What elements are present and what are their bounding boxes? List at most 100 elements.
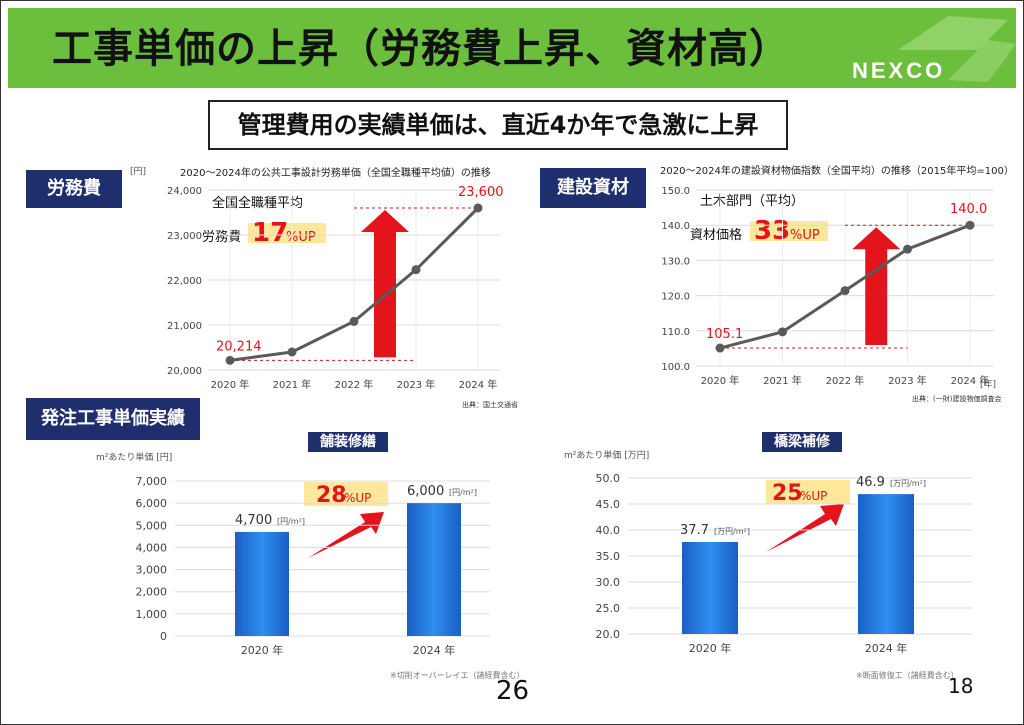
data-point xyxy=(965,220,975,230)
x-tick-label: 2020 年 xyxy=(689,641,732,655)
data-point xyxy=(287,347,297,357)
x-tick-label: 2023 年 xyxy=(888,374,927,387)
page-title: 工事単価の上昇（労務費上昇、資材高） xyxy=(52,26,790,72)
material-line-chart: 土木部門（平均） 資材価格 33 %UP [年] 100.0 110.0 120.0… xyxy=(661,186,996,390)
header-bar xyxy=(8,8,1016,88)
x-tick-label: 2022 年 xyxy=(335,378,374,391)
material-callout-prefix: 資材価格 xyxy=(690,227,742,243)
paving-ylabel: m²あたり単価 [円] xyxy=(96,451,172,463)
bar-value-label: 46.9 xyxy=(856,475,885,490)
page-number-left: 26 xyxy=(496,676,530,706)
bridge-callout-number: 25 xyxy=(772,481,803,506)
paving-label: 舗装修繕 xyxy=(308,432,388,452)
labor-badge: 労務費 xyxy=(26,170,122,208)
page-number-right: 18 xyxy=(948,674,974,698)
labor-source: 出典：国土交通省 xyxy=(462,401,518,409)
y-tick-label: 30.0 xyxy=(596,576,621,589)
bridge-callout-highlight xyxy=(766,480,850,504)
start-value-label: 105.1 xyxy=(706,327,743,342)
x-tick-label: 2020 年 xyxy=(241,643,284,657)
data-point xyxy=(715,343,725,353)
bar xyxy=(235,531,289,636)
end-value-label: 140.0 xyxy=(950,202,987,217)
x-tick-label: 2023 年 xyxy=(397,378,436,391)
bar-value-label: 37.7 xyxy=(680,523,709,538)
end-value-label: 23,600 xyxy=(458,185,504,200)
labor-line-chart: 全国全職種平均 労務費 17 %UP 20,000 21,000 22,000 23,… xyxy=(167,185,504,391)
x-tick-label: 2022 年 xyxy=(826,374,865,387)
increase-arrow xyxy=(852,227,901,346)
y-tick-label: 110.0 xyxy=(661,327,690,338)
bridge-label: 橋梁補修 xyxy=(762,432,842,452)
y-tick-label: 45.0 xyxy=(596,498,621,511)
x-tick-label: 2024 年 xyxy=(951,374,990,387)
y-tick-label: 130.0 xyxy=(661,256,690,267)
paving-footnote: ※切削オーバーレイエ（諸経費含む） xyxy=(390,671,525,680)
x-tick-label: 2024 年 xyxy=(413,643,456,657)
y-tick-label: 1,000 xyxy=(136,608,168,621)
nexco-logo: NEXCO xyxy=(852,58,946,83)
material-callout-line1: 土木部門（平均） xyxy=(700,194,804,209)
y-tick-label: 23,000 xyxy=(167,231,202,242)
material-source: 出典：(一財)建設物価調査会 xyxy=(912,395,1002,403)
material-badge: 建設資材 xyxy=(540,168,646,208)
bridge-growth-arrow xyxy=(766,504,844,552)
bar-unit-label: [円/m²] xyxy=(449,488,477,497)
y-tick-label: 20.0 xyxy=(596,628,621,641)
start-value-label: 20,214 xyxy=(216,339,262,354)
labor-unit: [円] xyxy=(130,167,147,177)
bar-unit-label: [万円/m²] xyxy=(890,479,926,488)
x-tick-label: 2021 年 xyxy=(273,378,312,391)
material-callout-suffix: %UP xyxy=(790,228,820,243)
material-chart-title: 2020～2024年の建設資材物価指数（全国平均）の推移（2015年平均=100… xyxy=(660,166,1014,177)
y-tick-label: 40.0 xyxy=(596,524,621,537)
data-point xyxy=(778,327,787,337)
bridge-callout-suffix: %UP xyxy=(800,489,827,503)
y-tick-label: 0 xyxy=(160,630,167,643)
data-point xyxy=(349,316,359,326)
bridge-footnote: ※断面修復工（諸経費含む） xyxy=(856,671,959,680)
data-point xyxy=(225,355,235,365)
bar-value-label: 6,000 xyxy=(407,484,444,499)
headline-box: 管理費用の実績単価は、直近4か年で急激に上昇 xyxy=(208,100,788,150)
x-tick-label: 2024 年 xyxy=(459,378,498,391)
x-tick-label: 2024 年 xyxy=(865,641,908,655)
bar xyxy=(407,503,461,636)
data-point xyxy=(840,286,850,296)
labor-callout-prefix: 労務費 xyxy=(202,230,241,245)
nexco-logo-mark xyxy=(898,16,1016,82)
material-callout-highlight xyxy=(750,221,828,241)
paving-bar-chart: m²あたり単価 [円] 28 %UP 0 1,000 2,000 3,000 4,000… xyxy=(96,451,490,657)
y-tick-label: 7,000 xyxy=(136,475,168,488)
data-point xyxy=(411,265,421,275)
x-tick-label: 2020 年 xyxy=(211,378,250,391)
y-tick-label: 3,000 xyxy=(136,564,168,577)
y-tick-label: 35.0 xyxy=(596,550,621,563)
paving-growth-arrow xyxy=(308,512,384,558)
labor-callout-line1: 全国全職種平均 xyxy=(212,195,303,211)
paving-callout-number: 28 xyxy=(316,483,347,508)
material-callout-number: 33 xyxy=(754,216,790,246)
bar xyxy=(682,541,738,634)
x-tick-label: 2020 年 xyxy=(701,374,740,387)
y-tick-label: 4,000 xyxy=(136,541,168,554)
y-tick-label: 150.0 xyxy=(661,186,690,197)
y-tick-label: 22,000 xyxy=(167,276,202,287)
labor-callout-suffix: %UP xyxy=(286,230,316,245)
y-tick-label: 24,000 xyxy=(167,186,202,197)
data-point xyxy=(903,244,912,254)
y-tick-label: 6,000 xyxy=(136,497,168,510)
bar xyxy=(858,494,914,634)
data-point xyxy=(473,203,483,213)
bar-value-label: 4,700 xyxy=(235,513,272,528)
y-tick-label: 120.0 xyxy=(661,292,690,303)
bridge-bar-chart: m²あたり単価 [万円] 25 %UP 20.0 25.0 30.0 35.0 40.0… xyxy=(564,449,972,655)
bar-unit-label: [円/m²] xyxy=(277,517,305,526)
y-tick-label: 25.0 xyxy=(596,602,621,615)
x-tick-label: 2021 年 xyxy=(763,374,802,387)
y-tick-label: 100.0 xyxy=(661,362,690,373)
y-tick-label: 20,000 xyxy=(167,366,202,377)
y-tick-label: 2,000 xyxy=(136,586,168,599)
y-tick-label: 21,000 xyxy=(167,321,202,332)
increase-arrow xyxy=(361,210,409,358)
